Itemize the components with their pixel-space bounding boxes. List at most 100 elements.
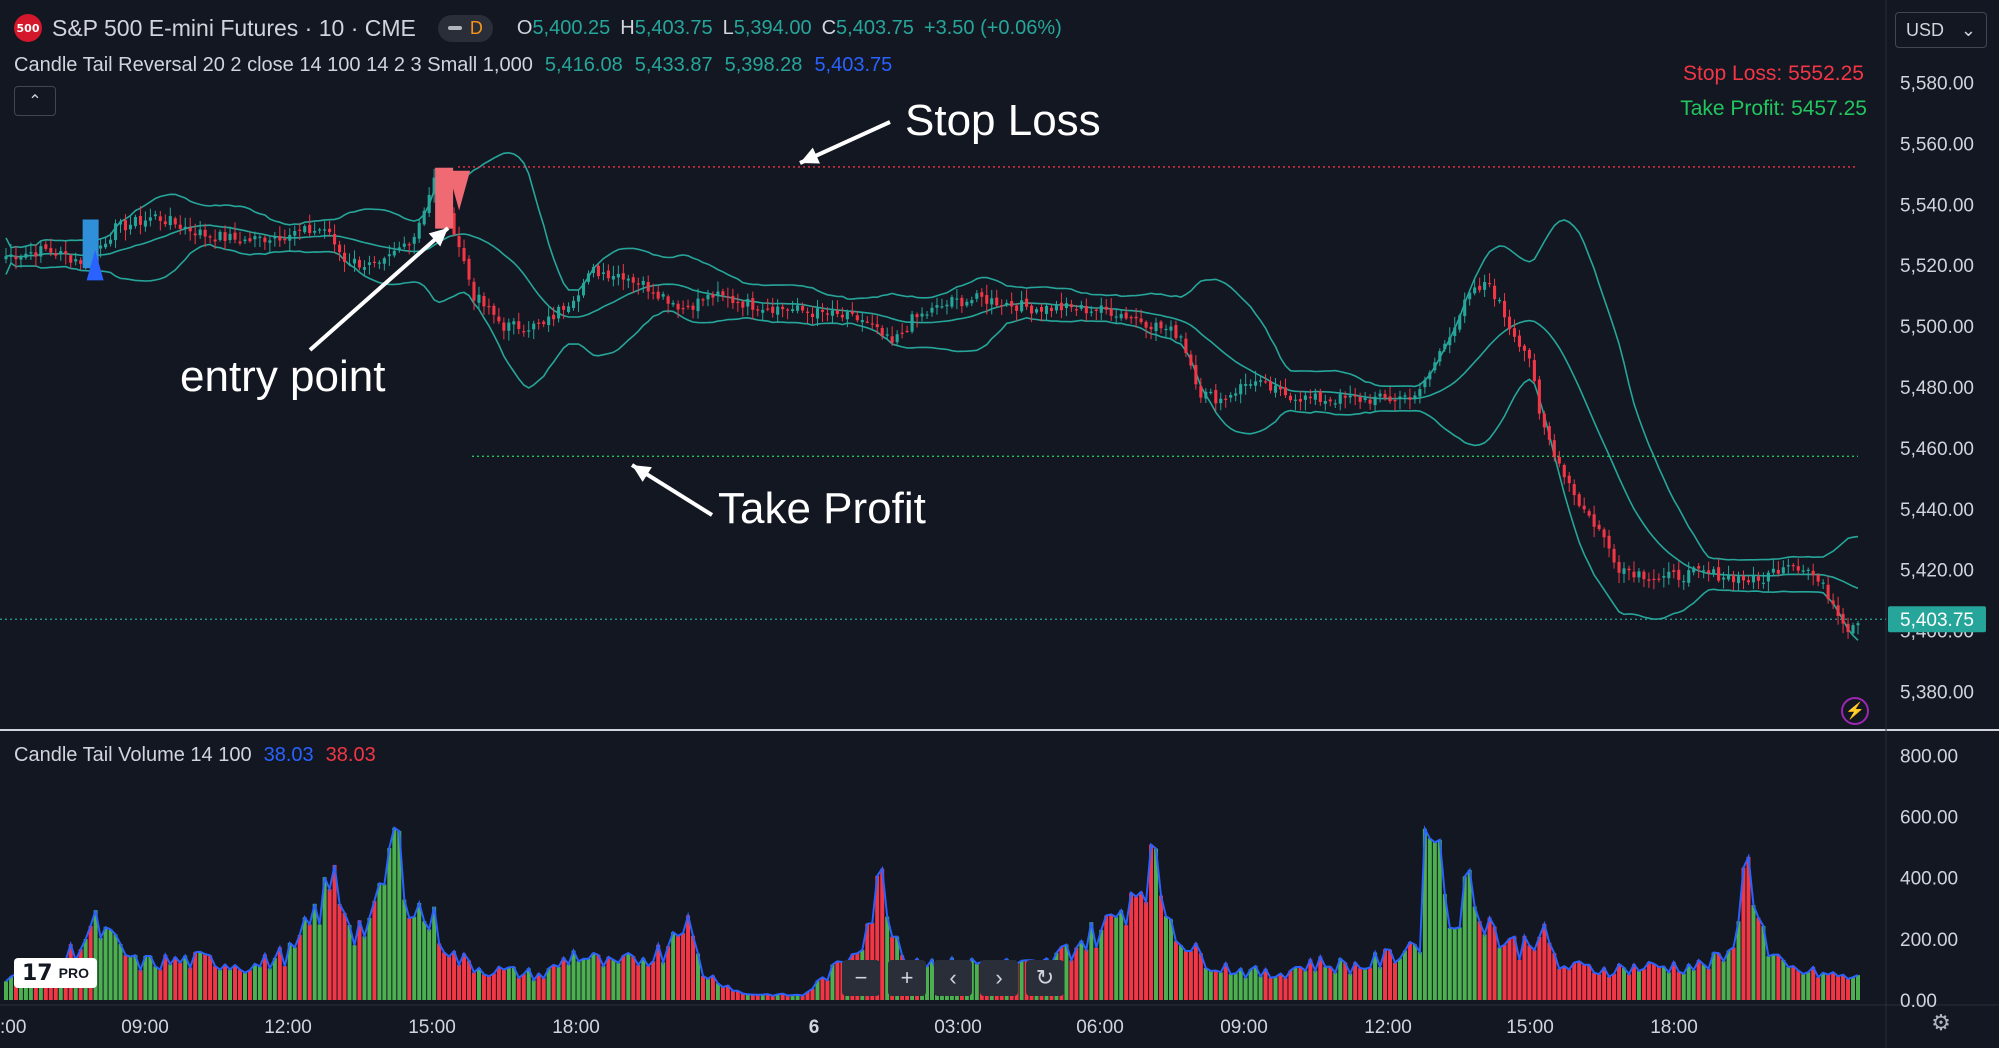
candle-body — [820, 309, 825, 312]
time-tick-label: 15:00 — [1506, 1017, 1554, 1038]
volume-bar — [1612, 973, 1617, 1000]
volume-bar — [1731, 947, 1736, 1000]
candle-body — [387, 254, 391, 257]
candle-body — [1020, 300, 1024, 312]
zoom-in-button[interactable]: + — [888, 960, 926, 996]
reset-chart-button[interactable]: ↻ — [1026, 960, 1064, 996]
bolt-icon[interactable]: ⚡ — [1841, 697, 1869, 725]
candle-body — [9, 254, 13, 257]
volume-bar — [163, 954, 168, 1000]
candle-body — [422, 210, 426, 225]
candle-body — [1358, 396, 1362, 402]
scroll-right-button[interactable]: › — [980, 960, 1018, 996]
candle-body — [1682, 581, 1686, 583]
candle-body — [1099, 305, 1103, 313]
volume-tick-label: 400.00 — [1900, 869, 1958, 890]
volume-bar — [362, 936, 367, 1000]
candle-body — [313, 230, 317, 233]
symbol-title[interactable]: S&P 500 E-mini Futures · 10 · CME — [52, 14, 416, 41]
volume-bar — [1313, 970, 1318, 1000]
candle-body — [756, 309, 760, 311]
data-status-pill[interactable]: D — [437, 14, 493, 42]
candle-body — [875, 324, 879, 328]
candle-body — [1438, 351, 1442, 362]
candle-body — [522, 331, 526, 333]
volume-bar — [875, 875, 880, 1000]
volume-bar — [168, 964, 173, 1000]
scroll-left-button[interactable]: ‹ — [934, 960, 972, 996]
candle-body — [4, 256, 8, 260]
volume-bar — [481, 974, 486, 1000]
volume-bar — [1671, 962, 1676, 1000]
candle-body — [830, 310, 834, 316]
volume-bar — [223, 964, 228, 1000]
candle-body — [552, 314, 556, 320]
settings-icon[interactable]: ⚙ — [1931, 1010, 1951, 1035]
candle-body — [666, 296, 670, 304]
volume-bar — [700, 975, 705, 1000]
candle-body — [1856, 623, 1860, 626]
volume-bar — [327, 889, 332, 1000]
volume-bar — [1836, 976, 1841, 1000]
volume-bar — [571, 950, 576, 1000]
candle-body — [263, 237, 267, 243]
candle-body — [148, 217, 152, 221]
time-tick-label: 18:00 — [552, 1017, 600, 1038]
candle-body — [517, 321, 521, 329]
chevron-up-icon: ⌃ — [28, 93, 42, 110]
volume-bar — [885, 916, 890, 1000]
candle-body — [1323, 400, 1327, 404]
candle-body — [1308, 396, 1312, 399]
volume-legend[interactable]: Candle Tail Volume 14 100 38.03 38.03 — [14, 744, 376, 767]
candle-body — [1054, 304, 1059, 311]
volume-bar — [556, 966, 561, 1000]
volume-bar — [148, 955, 153, 1000]
candle-body — [1273, 385, 1278, 393]
candle-body — [278, 235, 282, 241]
candle-body — [980, 292, 984, 297]
candle-body — [1592, 514, 1596, 527]
candle-body — [591, 267, 596, 273]
volume-bar — [312, 903, 317, 1000]
candle-body — [701, 299, 705, 301]
volume-bar — [422, 921, 427, 1000]
volume-bar — [476, 968, 481, 1000]
tradingview-logo[interactable]: 17 PRO — [14, 958, 97, 988]
collapse-legend-button[interactable]: ⌃ — [14, 86, 56, 116]
candle-body — [776, 306, 780, 315]
currency-select[interactable]: USD ⌄ — [1895, 12, 1987, 48]
volume-bar — [1283, 978, 1288, 1000]
candle-body — [233, 232, 237, 240]
candle-body — [1433, 362, 1437, 371]
volume-bar — [1343, 962, 1348, 1000]
candle-body — [1816, 574, 1820, 582]
candle-body — [1662, 576, 1666, 578]
candle-body — [1010, 301, 1014, 307]
volume-bar — [601, 966, 606, 1000]
candle-body — [1796, 566, 1800, 571]
volume-bar — [531, 980, 536, 1000]
candle-body — [1249, 384, 1253, 386]
volume-bar — [337, 903, 342, 1000]
last-price-label: 5,403.75 — [1900, 610, 1974, 631]
volume-bar — [1452, 928, 1457, 1000]
candle-body — [1224, 398, 1228, 400]
candle-body — [995, 297, 999, 306]
volume-bar — [1124, 925, 1129, 1000]
candle-body — [487, 306, 491, 308]
candle-body — [1368, 399, 1372, 404]
volume-bar — [1622, 967, 1627, 1000]
candle-body — [532, 323, 536, 330]
volume-bar — [282, 966, 287, 1000]
volume-bar — [432, 906, 437, 1000]
indicator-legend[interactable]: Candle Tail Reversal 20 2 close 14 100 1… — [14, 54, 892, 77]
indicator-value-2: 5,433.87 — [634, 54, 713, 76]
volume-bar — [1831, 972, 1836, 1000]
candle-body — [696, 298, 700, 312]
candle-body — [1547, 426, 1551, 440]
zoom-out-button[interactable]: − — [842, 960, 880, 996]
volume-bar — [1502, 944, 1507, 1000]
candle-body — [1015, 305, 1019, 311]
candle-body — [1079, 305, 1083, 309]
